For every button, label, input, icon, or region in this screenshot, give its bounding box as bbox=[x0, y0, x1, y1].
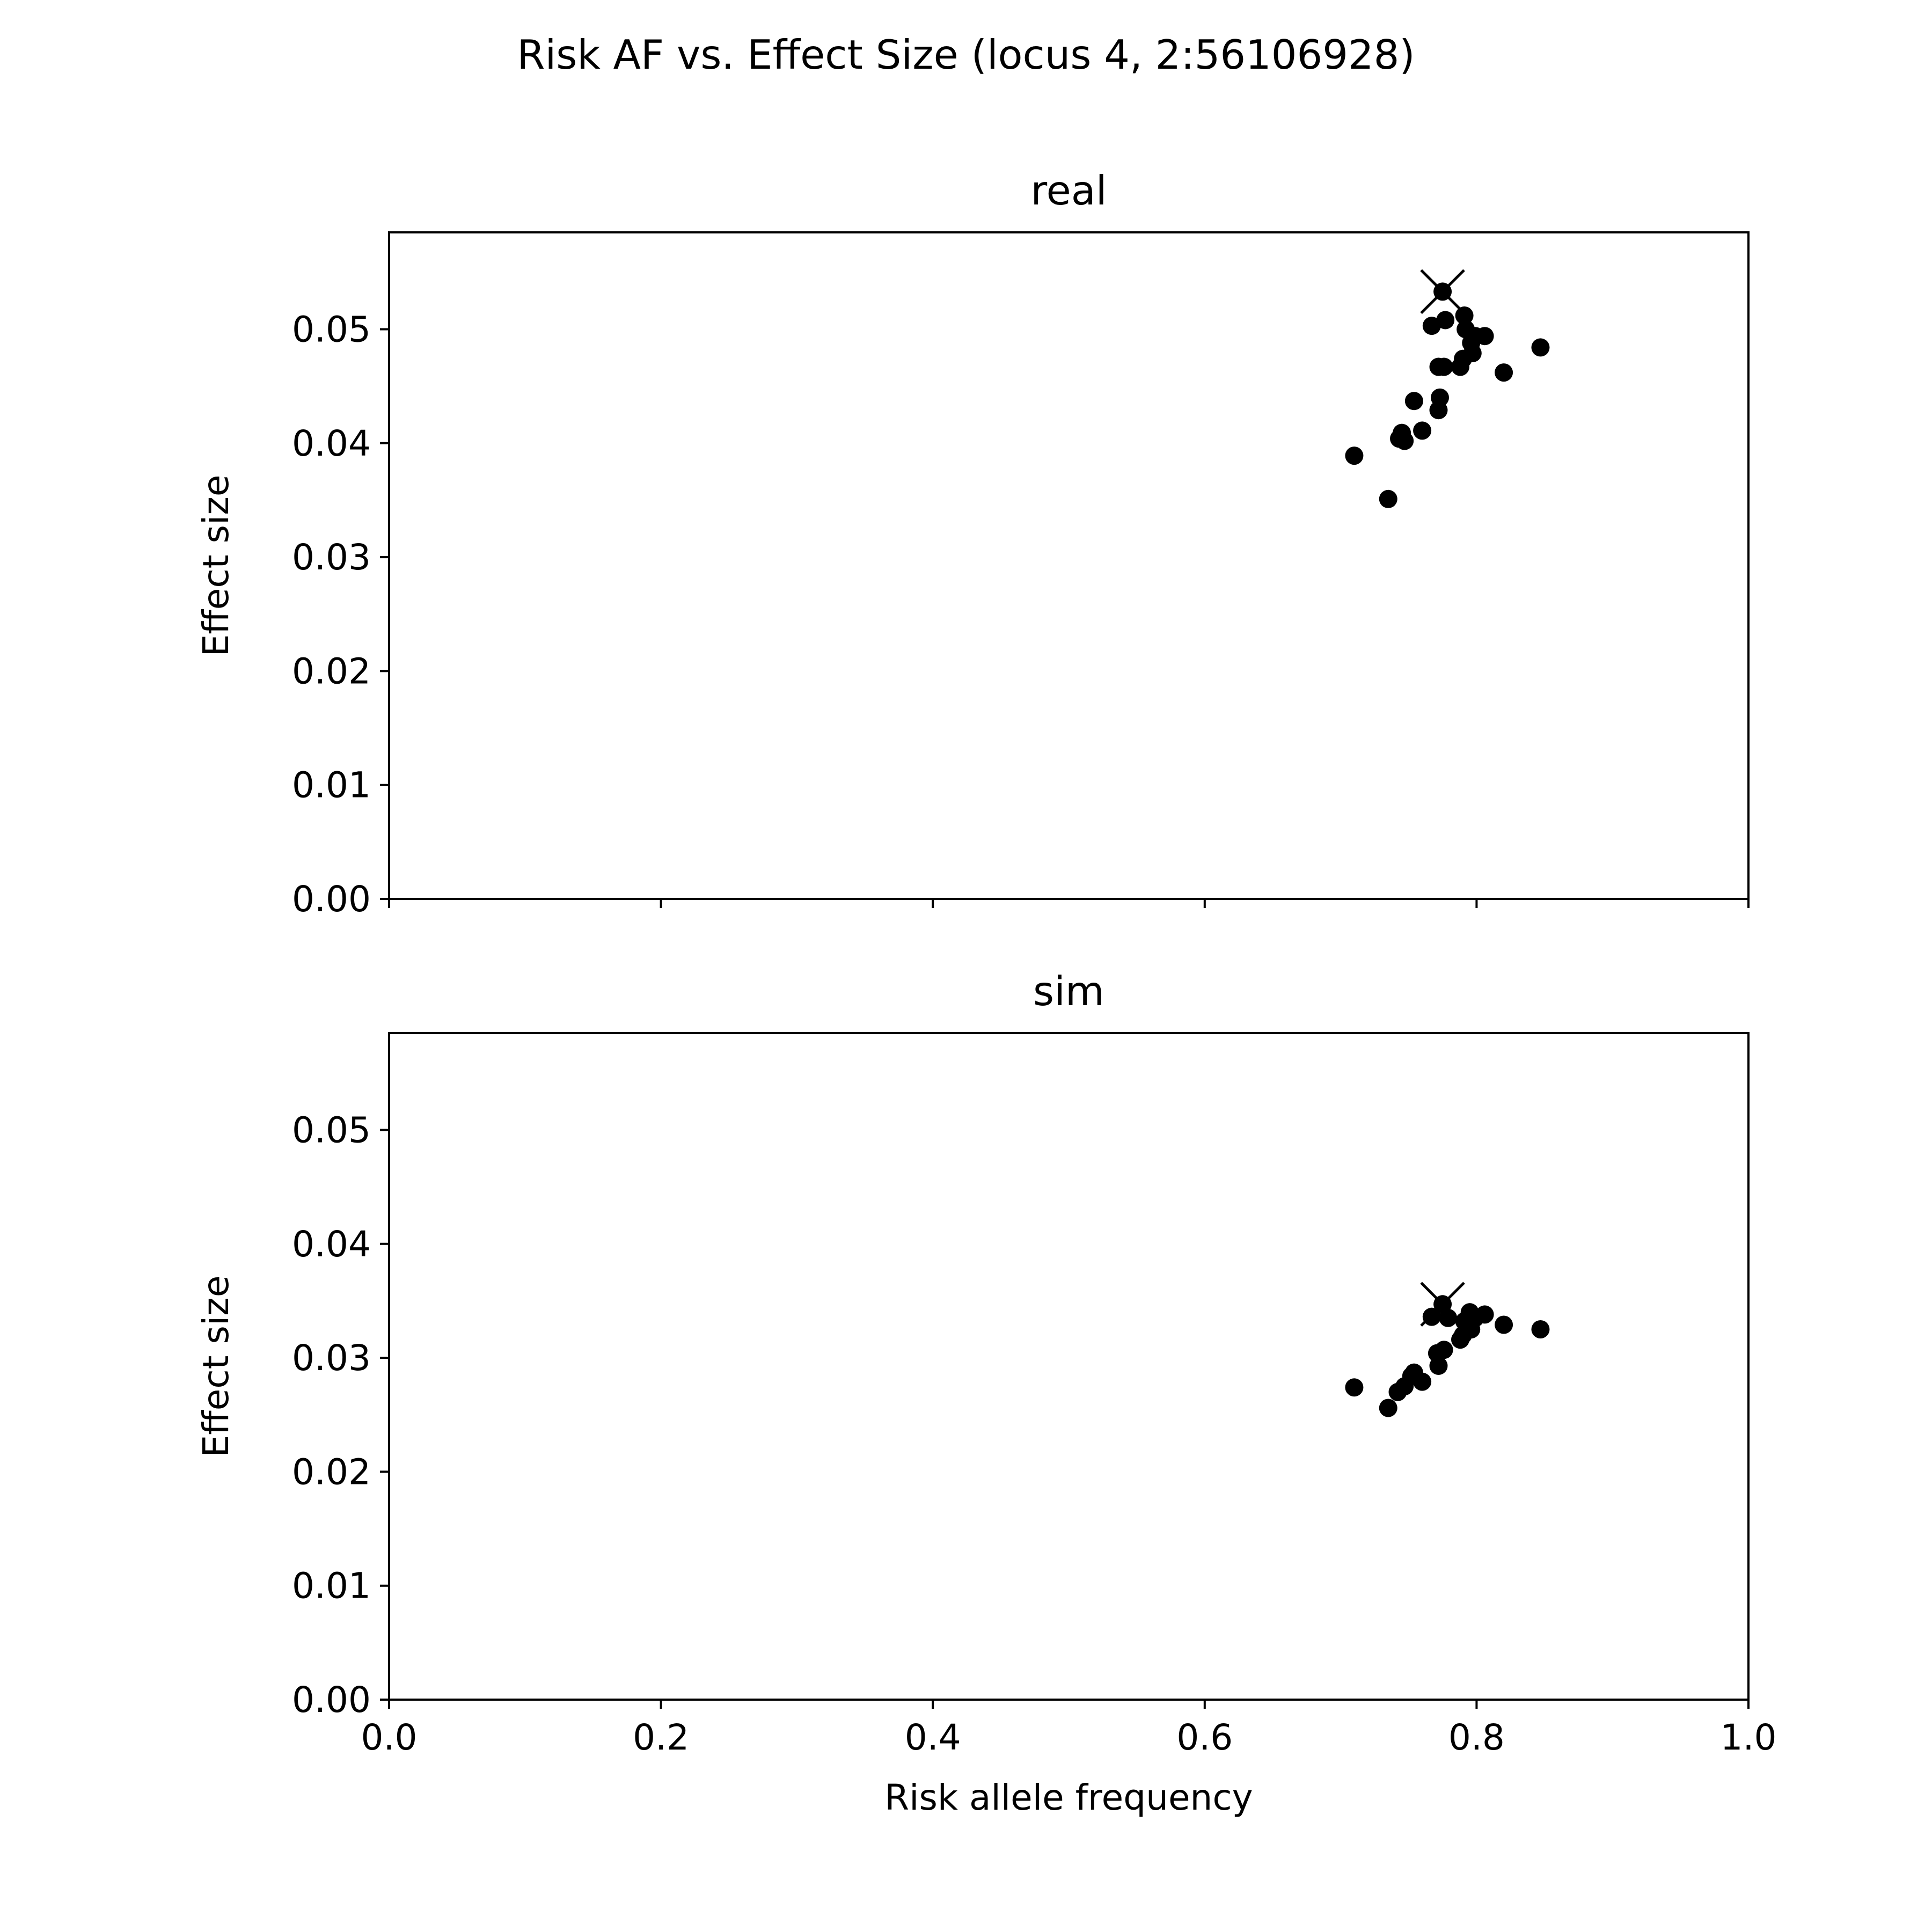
y-tick-label: 0.04 bbox=[292, 423, 371, 464]
y-tick-label: 0.01 bbox=[292, 765, 371, 806]
y-tick-label: 0.05 bbox=[292, 309, 371, 350]
panel-title: real bbox=[1030, 167, 1107, 214]
y-tick-label: 0.01 bbox=[292, 1565, 371, 1607]
x-tick-label: 0.6 bbox=[1176, 1717, 1233, 1758]
y-tick-label: 0.03 bbox=[292, 1337, 371, 1379]
scatter-point bbox=[1413, 421, 1432, 440]
scatter-point bbox=[1388, 1382, 1407, 1401]
y-tick-label: 0.03 bbox=[292, 537, 371, 578]
lead-variant-marker bbox=[1420, 269, 1465, 314]
y-axis-label: Effect size bbox=[195, 1276, 237, 1458]
scatter-point bbox=[1345, 447, 1364, 465]
scatter-point bbox=[1451, 1330, 1470, 1349]
scatter-point bbox=[1451, 357, 1470, 376]
panel-real: real 0.00 0.01 0.02 0.03 0.04 0.05 Effect size bbox=[195, 167, 1750, 920]
scatter-point bbox=[1379, 489, 1397, 508]
scatter-point bbox=[1495, 363, 1513, 382]
scatter-point bbox=[1531, 1320, 1550, 1338]
scatter-point bbox=[1422, 317, 1441, 335]
y-axis-label: Effect size bbox=[195, 475, 237, 657]
scatter-point bbox=[1531, 338, 1550, 357]
scatter-point bbox=[1395, 431, 1414, 450]
x-tick-label: 0.2 bbox=[633, 1717, 689, 1758]
scatter-point bbox=[1429, 401, 1448, 420]
scatter-point bbox=[1379, 1399, 1397, 1417]
scatter-point bbox=[1455, 306, 1474, 325]
lead-variant-stroke bbox=[1420, 269, 1465, 314]
scatter-point bbox=[1429, 1356, 1448, 1375]
y-tick-label: 0.02 bbox=[292, 1451, 371, 1492]
lead-variant-marker bbox=[1420, 1282, 1465, 1327]
x-axis-label: Risk allele frequency bbox=[884, 1777, 1253, 1818]
panel-title: sim bbox=[1033, 968, 1104, 1015]
scatter-point bbox=[1413, 1372, 1432, 1391]
scatter-point bbox=[1475, 327, 1494, 346]
panel-sim: sim 0.00 0.01 0.02 0.03 0.04 0.05 0.0 0.2 0.4 0.6 0… bbox=[195, 968, 1776, 1818]
scatter-points bbox=[1345, 282, 1550, 508]
scatter-point bbox=[1345, 1378, 1364, 1397]
lead-variant-stroke bbox=[1420, 1282, 1465, 1327]
y-tick-label: 0.05 bbox=[292, 1109, 371, 1151]
axes-frame bbox=[388, 231, 1750, 900]
scatter-point bbox=[1404, 392, 1423, 411]
x-tick-label: 0.8 bbox=[1448, 1717, 1505, 1758]
x-tick-label: 1.0 bbox=[1721, 1717, 1777, 1758]
y-tick-label: 0.02 bbox=[292, 650, 371, 692]
figure-title: Risk AF vs. Effect Size (locus 4, 2:5610… bbox=[517, 31, 1415, 78]
axes-frame bbox=[388, 1032, 1750, 1701]
y-tick-label: 0.04 bbox=[292, 1224, 371, 1265]
y-tick-label: 0.00 bbox=[292, 1679, 371, 1721]
x-tick-label: 0.0 bbox=[361, 1717, 418, 1758]
scatter-point bbox=[1435, 357, 1453, 376]
y-tick-label: 0.00 bbox=[292, 879, 371, 920]
x-tick-label: 0.4 bbox=[905, 1717, 961, 1758]
scatter-point bbox=[1495, 1315, 1513, 1334]
